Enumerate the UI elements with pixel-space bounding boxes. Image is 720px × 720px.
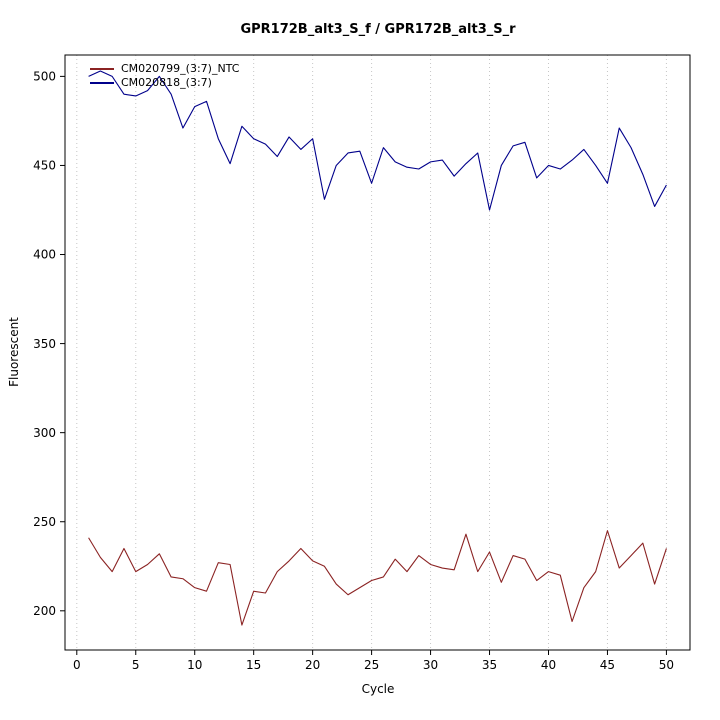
legend-item: CM020799_(3:7)_NTC (90, 62, 239, 76)
x-tick-label: 30 (423, 658, 438, 672)
x-tick-label: 5 (132, 658, 140, 672)
plot-box (64, 54, 691, 651)
y-tick-label: 200 (33, 604, 56, 618)
legend-label: CM020818_(3:7) (121, 76, 212, 89)
legend-label: CM020799_(3:7)_NTC (121, 62, 240, 75)
series-line-CM020818_(3:7) (88, 70, 667, 211)
x-tick-label: 40 (541, 658, 556, 672)
x-tick-label: 0 (73, 658, 81, 672)
y-tick-label: 350 (33, 337, 56, 351)
x-tick-label: 35 (482, 658, 497, 672)
x-tick-label: 25 (364, 658, 379, 672)
y-tick-label: 400 (33, 248, 56, 262)
x-axis-label: Cycle (361, 682, 395, 696)
x-tick-label: 20 (305, 658, 320, 672)
x-tick-label: 10 (187, 658, 202, 672)
series-line-CM020799_(3:7)_NTC (88, 530, 667, 626)
y-axis-label: Fluorescent (7, 317, 21, 387)
y-tick-label: 500 (33, 70, 56, 84)
legend-line-swatch (90, 82, 114, 84)
x-tick-label: 15 (246, 658, 261, 672)
y-tick-label: 300 (33, 426, 56, 440)
legend-line-swatch (90, 68, 114, 70)
y-tick-label: 450 (33, 159, 56, 173)
legend-item: CM020818_(3:7) (90, 76, 239, 90)
chart-legend: CM020799_(3:7)_NTC CM020818_(3:7) (90, 62, 239, 90)
x-tick-label: 45 (600, 658, 615, 672)
x-tick-label: 50 (659, 658, 674, 672)
chart-title: GPR172B_alt3_S_f / GPR172B_alt3_S_r (240, 22, 516, 37)
y-tick-label: 250 (33, 515, 56, 529)
